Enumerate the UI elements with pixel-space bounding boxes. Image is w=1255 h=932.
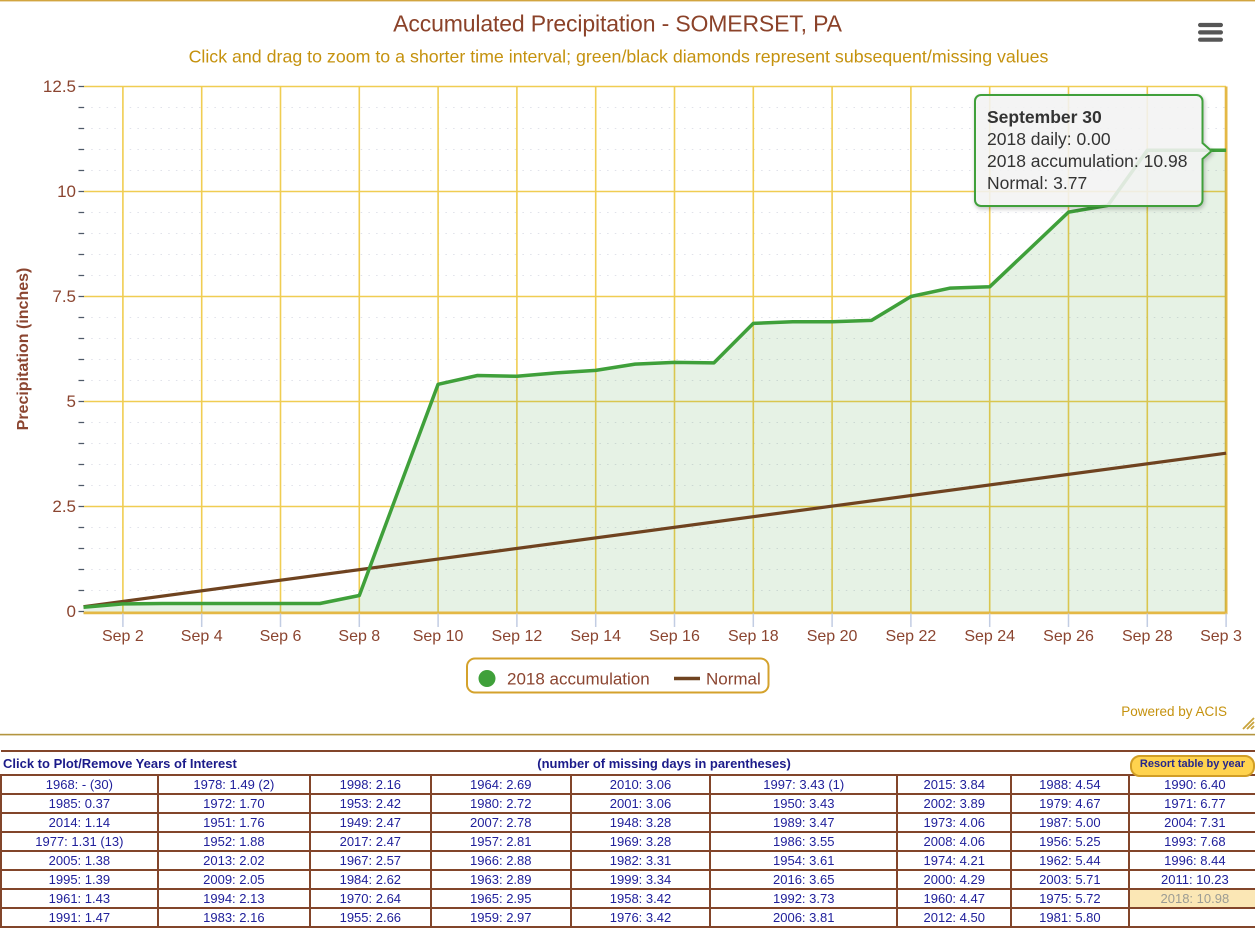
svg-text:Sep 18: Sep 18 [728,628,779,645]
svg-text:September 30: September 30 [987,107,1102,127]
svg-text:2018 accumulation: 10.98: 2018 accumulation: 10.98 [987,151,1187,171]
svg-text:Sep 4: Sep 4 [181,628,223,645]
svg-text:Accumulated Precipitation - SO: Accumulated Precipitation - SOMERSET, PA [393,11,842,37]
svg-text:Sep 10: Sep 10 [413,628,464,645]
svg-text:Sep 16: Sep 16 [649,628,700,645]
svg-text:Precipitation (inches): Precipitation (inches) [15,268,32,431]
svg-text:Sep 26: Sep 26 [1043,628,1094,645]
svg-text:Sep 22: Sep 22 [886,628,937,645]
svg-text:12.5: 12.5 [43,77,76,96]
svg-text:Normal: Normal [706,670,761,689]
svg-text:2018 accumulation: 2018 accumulation [507,670,650,689]
svg-text:Click and drag to zoom to a sh: Click and drag to zoom to a shorter time… [189,47,1049,67]
svg-text:Powered by ACIS: Powered by ACIS [1121,704,1227,719]
svg-text:Sep 28: Sep 28 [1122,628,1173,645]
svg-text:Sep 24: Sep 24 [964,628,1015,645]
svg-text:2018 daily: 0.00: 2018 daily: 0.00 [987,129,1111,149]
svg-text:Sep 20: Sep 20 [807,628,858,645]
svg-text:2.5: 2.5 [52,497,76,516]
svg-text:Sep 8: Sep 8 [338,628,380,645]
svg-text:Sep 12: Sep 12 [492,628,543,645]
svg-text:Sep 3: Sep 3 [1200,628,1242,645]
svg-text:7.5: 7.5 [52,287,76,306]
svg-text:Sep 6: Sep 6 [260,628,302,645]
svg-text:0: 0 [67,602,76,621]
svg-text:Sep 14: Sep 14 [570,628,621,645]
svg-text:5: 5 [67,392,76,411]
svg-text:Sep 2: Sep 2 [102,628,144,645]
svg-text:Normal: 3.77: Normal: 3.77 [987,173,1087,193]
svg-text:10: 10 [57,182,76,201]
